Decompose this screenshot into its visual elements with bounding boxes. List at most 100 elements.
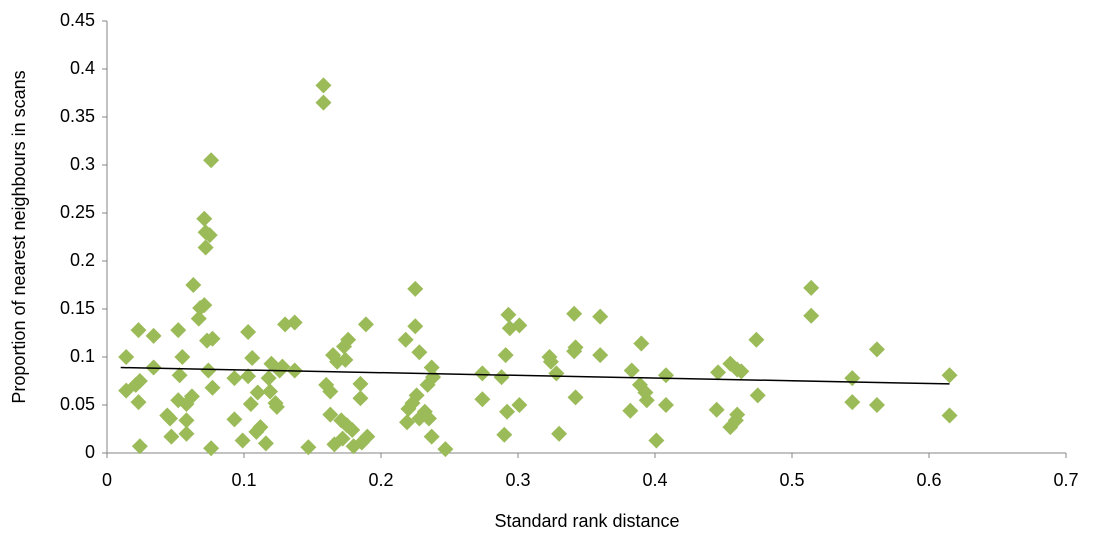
y-tick-label: 0.3 xyxy=(70,154,95,174)
point xyxy=(162,410,179,427)
point xyxy=(315,94,332,111)
point xyxy=(163,428,180,445)
point xyxy=(622,402,639,419)
point xyxy=(242,396,259,413)
point xyxy=(131,438,148,455)
point xyxy=(748,331,765,348)
point xyxy=(493,369,510,386)
point xyxy=(941,407,958,424)
point xyxy=(286,314,303,331)
point xyxy=(733,363,750,380)
point xyxy=(201,227,218,244)
point xyxy=(200,362,217,379)
point xyxy=(437,441,454,458)
point xyxy=(240,368,257,385)
point xyxy=(226,370,243,387)
point xyxy=(868,397,885,413)
point xyxy=(399,414,416,431)
point xyxy=(178,425,195,442)
point xyxy=(868,341,885,358)
point xyxy=(352,375,369,392)
point xyxy=(511,317,528,334)
y-tick-label: 0.25 xyxy=(60,202,95,222)
trendline xyxy=(120,366,950,385)
point xyxy=(203,440,220,457)
point xyxy=(497,347,514,364)
point xyxy=(633,335,650,352)
point xyxy=(501,320,518,337)
y-tick-label: 0.45 xyxy=(60,10,95,30)
x-tick-label: 0.5 xyxy=(779,470,804,490)
x-tick-label: 0.4 xyxy=(642,470,667,490)
point xyxy=(592,347,609,364)
point xyxy=(567,389,584,406)
point xyxy=(130,322,147,339)
point xyxy=(170,322,187,339)
point xyxy=(252,419,269,436)
point xyxy=(130,394,147,411)
point xyxy=(566,305,583,322)
point xyxy=(551,425,568,442)
y-tick-label: 0.1 xyxy=(70,346,95,366)
point xyxy=(638,392,655,409)
point xyxy=(710,364,727,381)
point xyxy=(262,383,279,400)
point xyxy=(408,387,425,404)
point xyxy=(729,406,746,423)
point xyxy=(171,367,188,384)
point xyxy=(334,430,351,447)
point xyxy=(178,412,195,429)
point xyxy=(190,310,207,327)
point xyxy=(548,365,565,382)
point xyxy=(407,280,424,297)
point xyxy=(257,435,274,452)
y-tick-label: 0.15 xyxy=(60,298,95,318)
x-tick-label: 0.3 xyxy=(505,470,530,490)
point xyxy=(352,390,369,407)
point xyxy=(322,383,339,400)
point xyxy=(648,432,665,449)
point xyxy=(423,428,440,445)
point xyxy=(337,351,354,368)
point xyxy=(803,307,820,324)
point xyxy=(423,359,440,376)
point xyxy=(511,397,528,413)
x-tick-label: 0.6 xyxy=(916,470,941,490)
point xyxy=(749,387,766,404)
point xyxy=(420,410,437,427)
point xyxy=(844,370,861,387)
point xyxy=(500,306,517,323)
point xyxy=(657,397,674,413)
point xyxy=(244,349,261,366)
x-tick-label: 0.7 xyxy=(1053,470,1078,490)
point xyxy=(300,439,317,456)
point xyxy=(499,403,516,420)
point xyxy=(567,339,584,356)
point xyxy=(844,394,861,411)
y-tick-label: 0.2 xyxy=(70,250,95,270)
point xyxy=(185,277,202,293)
y-tick-label: 0.35 xyxy=(60,106,95,126)
x-tick-label: 0 xyxy=(102,470,112,490)
point xyxy=(592,308,609,325)
x-tick-label: 0.2 xyxy=(368,470,393,490)
point xyxy=(183,388,200,405)
point xyxy=(542,353,559,370)
point xyxy=(496,426,513,443)
point xyxy=(340,331,357,348)
point xyxy=(397,331,414,348)
point xyxy=(941,367,958,384)
point xyxy=(145,327,162,344)
point xyxy=(623,362,640,379)
point xyxy=(474,391,491,408)
point xyxy=(357,316,374,333)
y-tick-label: 0 xyxy=(85,442,95,462)
point xyxy=(411,344,428,361)
point xyxy=(322,406,339,423)
point xyxy=(260,370,277,387)
point xyxy=(203,152,220,169)
point xyxy=(474,365,491,382)
point xyxy=(204,379,221,396)
point xyxy=(234,432,251,449)
